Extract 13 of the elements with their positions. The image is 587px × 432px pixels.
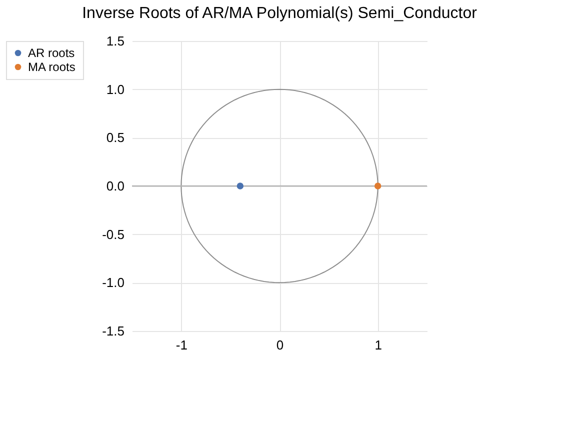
legend-label: MA roots: [28, 60, 76, 74]
y-tick-label: -1.0: [102, 275, 124, 290]
y-tick-label: 1.5: [106, 34, 124, 48]
y-tick-label: 0.0: [106, 178, 124, 194]
x-tick-label: 0: [276, 338, 284, 352]
y-tick-label: -0.5: [102, 226, 124, 242]
chart-title: Inverse Roots of AR/MA Polynomial(s) Semi_Conductor: [82, 5, 478, 22]
y-tick-label: 1.0: [106, 82, 124, 97]
legend-label: AR roots: [28, 46, 75, 60]
y-tick-label: 0.5: [106, 130, 124, 146]
y-tick-label: -1.5: [102, 324, 124, 338]
x-tick-label: 1: [374, 338, 382, 352]
x-tick-label: -1: [176, 338, 188, 352]
